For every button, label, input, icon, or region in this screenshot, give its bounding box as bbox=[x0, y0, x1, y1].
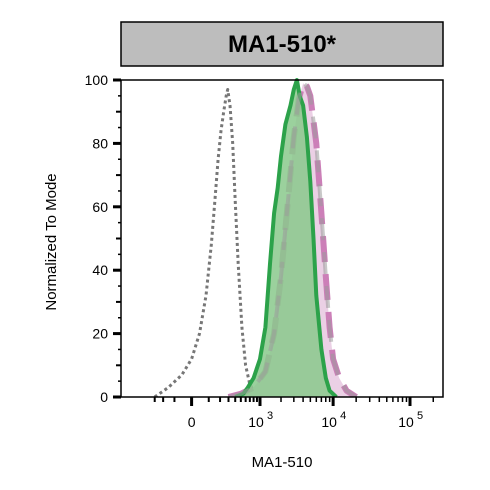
y-tick-label-40: 40 bbox=[92, 262, 108, 278]
series-green-filled-solid bbox=[227, 78, 358, 397]
panel-title-group: MA1-510* bbox=[120, 21, 444, 67]
series-layer bbox=[153, 78, 358, 397]
panel-title-box bbox=[120, 21, 444, 67]
x-tick-exp-100000: 5 bbox=[417, 410, 423, 422]
x-tick-label-1000: 10 bbox=[248, 414, 264, 430]
y-tick-label-0: 0 bbox=[100, 389, 108, 405]
y-tick-label-100: 100 bbox=[85, 72, 109, 88]
x-tick-label-10000: 10 bbox=[321, 414, 337, 430]
y-tick-label-80: 80 bbox=[92, 135, 108, 151]
y-tick-label-20: 20 bbox=[92, 326, 108, 342]
x-tick-label-0: 0 bbox=[188, 414, 196, 430]
panel-title: MA1-510* bbox=[228, 31, 337, 58]
x-axis-title: MA1-510 bbox=[252, 454, 313, 471]
x-tick-label-100000: 10 bbox=[398, 414, 414, 430]
x-tick-exp-10000: 4 bbox=[340, 410, 346, 422]
series-dotted-gray bbox=[153, 88, 261, 397]
x-tick-exp-1000: 3 bbox=[267, 410, 273, 422]
series-inner-dash bbox=[227, 79, 358, 397]
series-line-dotted-gray bbox=[153, 88, 261, 397]
y-axis-title: Normalized To Mode bbox=[43, 173, 60, 310]
y-tick-label-60: 60 bbox=[92, 199, 108, 215]
series-line-green-filled-solid bbox=[234, 78, 338, 397]
